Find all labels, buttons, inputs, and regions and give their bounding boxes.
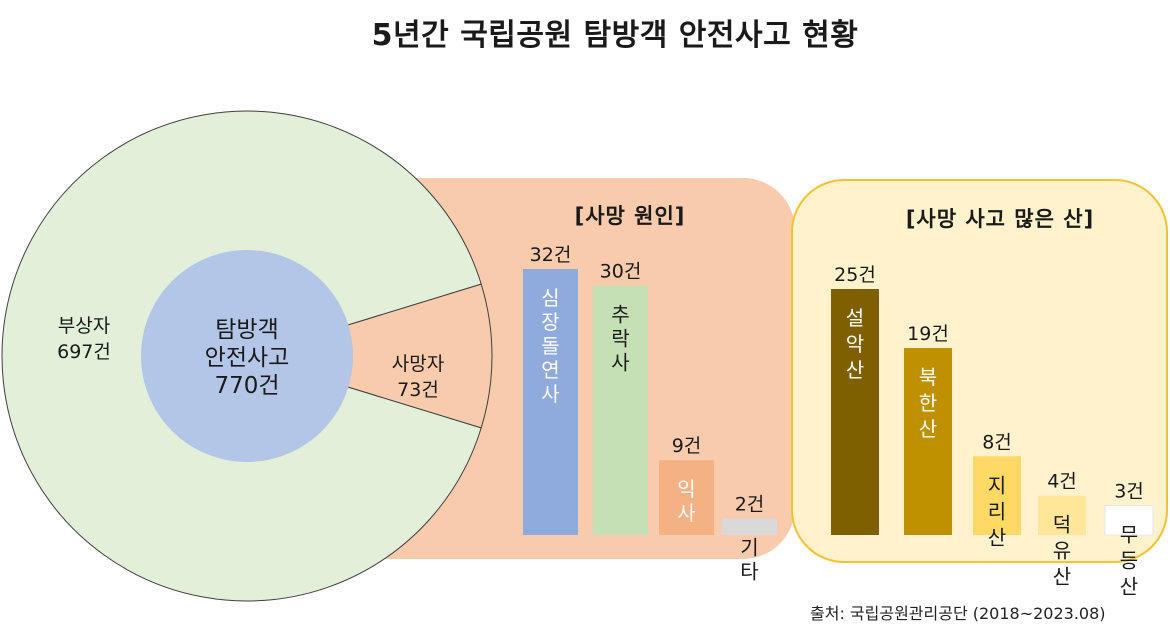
bar-설악산 <box>831 289 879 535</box>
bar-심장돌연사 <box>523 269 578 535</box>
bar-chart-title: [사망 사고 많은 산] <box>906 207 1094 231</box>
center-label-line2: 안전사고 <box>205 345 290 371</box>
bar-value-label: 9건 <box>672 435 702 457</box>
slice-value-injured: 697건 <box>57 341 111 363</box>
bar-chart-title: [사망 원인] <box>575 204 686 228</box>
slice-value-deaths: 73건 <box>397 379 439 401</box>
bar-value-label: 3건 <box>1114 480 1144 502</box>
bar-value-label: 32건 <box>530 244 572 266</box>
bar-기타 <box>722 518 777 535</box>
center-circle <box>141 250 353 462</box>
pie-slice-deaths <box>245 283 493 429</box>
source-note: 출처: 국립공원관리공단 (2018~2023.08) <box>810 604 1106 623</box>
bar-무등산 <box>1104 504 1154 536</box>
bar-value-label: 8건 <box>982 431 1012 453</box>
bar-덕유산 <box>1038 495 1086 535</box>
chart-title: 5년간 국립공원 탐방객 안전사고 현황 <box>371 18 859 53</box>
bar-value-label: 25건 <box>834 264 876 286</box>
mountain-panel <box>791 179 1168 563</box>
bar-value-label: 30건 <box>600 261 642 283</box>
bar-지리산 <box>973 456 1021 535</box>
bar-추락사 <box>593 285 648 535</box>
bar-value-label: 4건 <box>1047 471 1077 493</box>
bar-value-label: 19건 <box>907 323 949 345</box>
slice-label-injured: 부상자 <box>58 315 110 337</box>
slice-label-deaths: 사망자 <box>392 353 444 375</box>
bar-익사 <box>659 460 714 535</box>
center-label-line3: 770건 <box>214 373 279 399</box>
bar-북한산 <box>904 348 952 535</box>
center-label-line1: 탐방객 <box>215 317 278 343</box>
bar-value-label: 2건 <box>735 493 765 515</box>
